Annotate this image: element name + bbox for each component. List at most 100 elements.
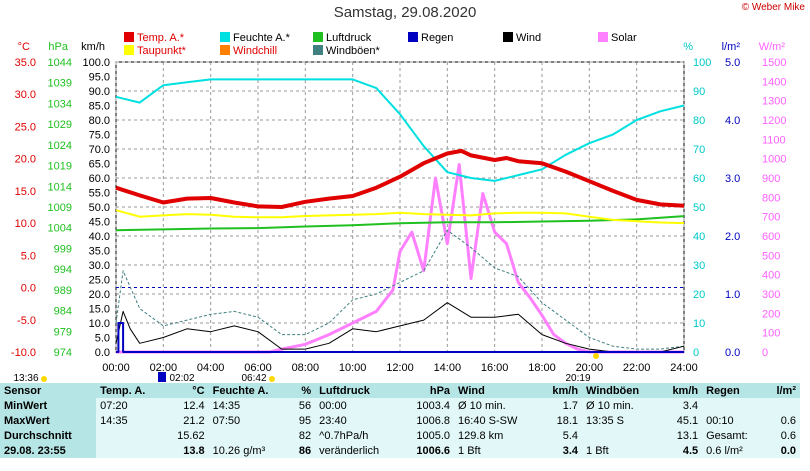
kmh-tick-label: 90.0 bbox=[89, 86, 110, 98]
summary-cell: 0.6 bbox=[764, 413, 800, 428]
summary-cell: 18.1 bbox=[539, 413, 583, 428]
summary-cell: 12.4 bbox=[163, 398, 209, 413]
solar-tick-label: 0 bbox=[762, 347, 768, 359]
summary-cell: 95 bbox=[289, 413, 316, 428]
kmh-tick-label: 10.0 bbox=[89, 318, 110, 330]
legend-item: Temp. A.* bbox=[124, 32, 184, 44]
series-line bbox=[116, 163, 684, 354]
solar-tick-label: 1300 bbox=[762, 96, 786, 108]
legend-label: Feuchte A.* bbox=[233, 32, 290, 44]
hpa-tick-label: 974 bbox=[54, 347, 72, 359]
hpa-tick-label: 999 bbox=[54, 243, 72, 255]
summary-cell: veränderlich bbox=[315, 443, 402, 458]
temp-tick-label: 0.0 bbox=[21, 283, 36, 295]
solar-tick-label: 700 bbox=[762, 212, 780, 224]
legend-swatch bbox=[124, 45, 134, 55]
summary-cell: 3.4 bbox=[659, 398, 703, 413]
summary-cell: Durchschnitt bbox=[0, 428, 97, 443]
summary-cell bbox=[764, 398, 800, 413]
rain-tick-label: 3.0 bbox=[725, 173, 740, 185]
summary-cell: 4.5 bbox=[659, 443, 703, 458]
hpa-tick-label: 994 bbox=[54, 264, 72, 276]
x-tick-label: 08:00 bbox=[292, 362, 320, 374]
series-line bbox=[115, 229, 685, 350]
summary-cell: Ø 10 min. bbox=[454, 398, 540, 413]
kmh-tick-label: 20.0 bbox=[89, 289, 110, 301]
sunset-dot bbox=[593, 353, 599, 359]
temp-tick-label: 25.0 bbox=[15, 121, 36, 133]
kmh-tick-label: 85.0 bbox=[89, 101, 110, 113]
temp-tick-label: -10.0 bbox=[11, 347, 36, 359]
temp-tick-label: 10.0 bbox=[15, 218, 36, 230]
rain-tick-label: 5.0 bbox=[725, 57, 740, 69]
hpa-tick-label: 1009 bbox=[48, 202, 72, 214]
rain-tick-label: 0.0 bbox=[725, 347, 740, 359]
kmh-tick-label: 15.0 bbox=[89, 304, 110, 316]
summary-cell bbox=[702, 398, 765, 413]
summary-cell: 00:10 bbox=[702, 413, 765, 428]
rain-marker bbox=[158, 372, 166, 382]
pct-tick-label: 60 bbox=[693, 173, 705, 185]
solar-tick-label: 200 bbox=[762, 308, 780, 320]
legend-swatch bbox=[313, 32, 323, 42]
legend-swatch bbox=[220, 45, 230, 55]
pct-tick-label: 30 bbox=[693, 260, 705, 272]
legend-label: Luftdruck bbox=[326, 32, 372, 44]
summary-cell: 14:35 bbox=[208, 398, 290, 413]
summary-header-cell: km/h bbox=[659, 383, 703, 398]
summary-cell: ^0.7hPa/h bbox=[315, 428, 402, 443]
x-tick-label: 18:00 bbox=[528, 362, 556, 374]
kmh-tick-label: 40.0 bbox=[89, 231, 110, 243]
summary-cell: 16:40 S-SW bbox=[454, 413, 540, 428]
hpa-tick-label: 1044 bbox=[48, 57, 72, 69]
summary-cell: 07:50 bbox=[208, 413, 290, 428]
temp-tick-label: -5.0 bbox=[17, 315, 36, 327]
summary-header-cell: Luftdruck bbox=[315, 383, 402, 398]
hpa-tick-label: 1029 bbox=[48, 119, 72, 131]
rain-tick-label: 2.0 bbox=[725, 231, 740, 243]
kmh-tick-label: 5.0 bbox=[95, 333, 110, 345]
summary-cell bbox=[208, 428, 290, 443]
summary-cell: 29.08. 23:55 bbox=[0, 443, 97, 458]
summary-cell: MaxWert bbox=[0, 413, 97, 428]
hpa-axis-title: hPa bbox=[48, 41, 68, 53]
temp-tick-label: 15.0 bbox=[15, 186, 36, 198]
x-tick-label: 10:00 bbox=[339, 362, 367, 374]
kmh-tick-label: 55.0 bbox=[89, 188, 110, 200]
legend-swatch bbox=[313, 45, 323, 55]
legend-item: Taupunkt* bbox=[124, 45, 186, 57]
hpa-tick-label: 1024 bbox=[48, 140, 72, 152]
summary-header-cell: % bbox=[289, 383, 316, 398]
legend-label: Windchill bbox=[233, 45, 278, 57]
hpa-tick-label: 984 bbox=[54, 306, 72, 318]
solar-tick-label: 100 bbox=[762, 328, 780, 340]
x-tick-label: 24:00 bbox=[670, 362, 698, 374]
credit: © Weber Mike bbox=[741, 2, 805, 13]
summary-cell: 0.6 bbox=[764, 428, 800, 443]
solar-tick-label: 500 bbox=[762, 250, 780, 262]
pct-tick-label: 50 bbox=[693, 202, 705, 214]
legend-swatch bbox=[408, 32, 418, 42]
kmh-tick-label: 30.0 bbox=[89, 260, 110, 272]
summary-cell: 45.1 bbox=[659, 413, 703, 428]
summary-cell: 21.2 bbox=[163, 413, 209, 428]
solar-tick-label: 1200 bbox=[762, 115, 786, 127]
solar-tick-label: 1400 bbox=[762, 76, 786, 88]
kmh-tick-label: 95.0 bbox=[89, 72, 110, 84]
hpa-tick-label: 1004 bbox=[48, 223, 72, 235]
legend-swatch bbox=[124, 32, 134, 42]
summary-cell: 56 bbox=[289, 398, 316, 413]
kmh-tick-label: 0.0 bbox=[95, 347, 110, 359]
series-line bbox=[115, 148, 685, 209]
temp-tick-label: 20.0 bbox=[15, 154, 36, 166]
summary-header-cell: Windböen bbox=[582, 383, 660, 398]
hpa-tick-label: 1039 bbox=[48, 78, 72, 90]
summary-header-cell: Temp. A. bbox=[96, 383, 164, 398]
pct-tick-label: 90 bbox=[693, 86, 705, 98]
summary-cell: 0.6 l/m² bbox=[702, 443, 765, 458]
kmh-tick-label: 50.0 bbox=[89, 202, 110, 214]
summary-cell: 5.4 bbox=[539, 428, 583, 443]
summary-header-cell: °C bbox=[163, 383, 209, 398]
kmh-tick-label: 80.0 bbox=[89, 115, 110, 127]
kmh-tick-label: 60.0 bbox=[89, 173, 110, 185]
